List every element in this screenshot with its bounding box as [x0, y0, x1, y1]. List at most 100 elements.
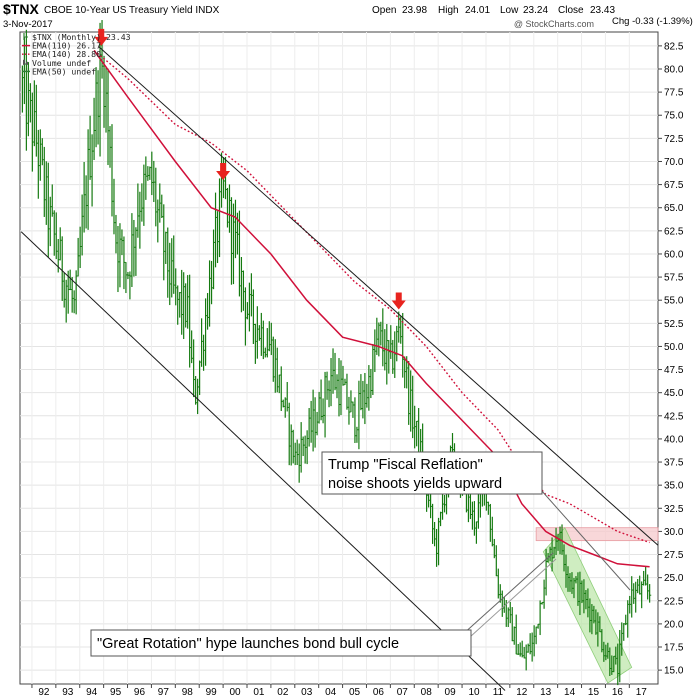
- y-tick-label: 55.0: [664, 296, 684, 307]
- rotation-pointer-line-b: [469, 558, 557, 638]
- x-tick-label: 17: [636, 687, 648, 698]
- x-tick-label: 15: [588, 687, 600, 698]
- fiscal-annotation-line2: noise shoots yields upward: [328, 476, 502, 492]
- channel-lower-line: [20, 231, 506, 691]
- high-label: High: [438, 5, 459, 16]
- legend-label: EMA(110) 26.17: [32, 41, 101, 51]
- y-tick-label: 65.0: [664, 203, 684, 214]
- ohlc-readout: Open 23.98 High 24.01 Low 23.24 Close 23…: [372, 5, 615, 16]
- fiscal-annotation-line1: Trump "Fiscal Reflation": [328, 457, 483, 473]
- x-tick-label: 04: [325, 687, 337, 698]
- low-label: Low: [500, 5, 519, 16]
- x-tick-label: 96: [134, 687, 146, 698]
- legend-label: EMA(140) 28.80: [32, 49, 101, 59]
- chart-date: 3-Nov-2017: [3, 19, 53, 30]
- y-tick-label: 70.0: [664, 157, 684, 168]
- rotation-annotation-text: "Great Rotation" hype launches bond bull…: [97, 636, 399, 652]
- y-tick-label: 47.5: [664, 365, 684, 376]
- grid-layer: [20, 32, 658, 684]
- chg-readout: Chg -0.33 (-1.39%): [612, 16, 693, 27]
- x-axis: 92 93 94 95 96 97 98 99 00 01 02 03 04 05 06 07 08 09 10 11…: [31, 684, 648, 698]
- y-tick-label: 77.5: [664, 88, 684, 99]
- legend-label: EMA(50) undef: [32, 66, 96, 76]
- y-tick-label: 80.0: [664, 64, 684, 75]
- ema-140-line: [93, 49, 650, 544]
- close-value: 23.43: [590, 5, 615, 16]
- x-tick-label: 93: [62, 687, 74, 698]
- y-tick-label: 17.5: [664, 643, 684, 654]
- down-arrow-marker: [391, 292, 406, 310]
- y-tick-label: 67.5: [664, 180, 684, 191]
- y-tick-label: 30.0: [664, 527, 684, 538]
- fiscal-pointer-line: [540, 489, 631, 591]
- y-tick-label: 20.0: [664, 619, 684, 630]
- y-tick-label: 15.0: [664, 666, 684, 677]
- legend-label: $TNX (Monthly) 23.43: [32, 32, 131, 42]
- chart-description: CBOE 10-Year US Treasury Yield INDX: [44, 5, 220, 16]
- x-tick-label: 12: [516, 687, 528, 698]
- x-tick-label: 97: [158, 687, 170, 698]
- down-arrow-marker: [94, 28, 109, 46]
- y-tick-label: 75.0: [664, 111, 684, 122]
- y-tick-label: 82.5: [664, 41, 684, 52]
- legend-swatch: [26, 61, 28, 65]
- y-tick-label: 35.0: [664, 481, 684, 492]
- y-axis: 82.5 80.0 77.5 75.0 72.5 70.0 67.5 65.0 62.5 60.0…: [658, 41, 684, 677]
- low-value: 23.24: [523, 5, 548, 16]
- y-tick-label: 27.5: [664, 550, 684, 561]
- plot-frame: [19, 31, 659, 685]
- x-tick-label: 01: [253, 687, 265, 698]
- x-tick-label: 09: [445, 687, 457, 698]
- y-tick-label: 40.0: [664, 434, 684, 445]
- marker-arrows: [94, 28, 406, 310]
- y-tick-label: 42.5: [664, 411, 684, 422]
- y-tick-label: 25.0: [664, 573, 684, 584]
- rotation-pointer-line: [461, 552, 554, 636]
- chart-symbol: $TNX: [3, 1, 39, 17]
- x-tick-label: 99: [206, 687, 218, 698]
- y-tick-label: 50.0: [664, 342, 684, 353]
- x-tick-label: 94: [86, 687, 98, 698]
- x-tick-label: 95: [110, 687, 122, 698]
- x-tick-label: 05: [349, 687, 361, 698]
- chg-label-2: Chg: [612, 16, 629, 27]
- x-tick-label: 06: [373, 687, 385, 698]
- legend-label: Volume undef: [32, 58, 91, 68]
- y-tick-label: 62.5: [664, 226, 684, 237]
- open-label: Open: [372, 5, 396, 16]
- y-tick-label: 45.0: [664, 388, 684, 399]
- x-tick-label: 07: [397, 687, 409, 698]
- rotation-annotation: "Great Rotation" hype launches bond bull…: [90, 629, 472, 657]
- open-value: 23.98: [402, 5, 427, 16]
- y-tick-label: 32.5: [664, 504, 684, 515]
- ema-110-line: [93, 50, 650, 568]
- down-arrow-marker: [216, 162, 231, 180]
- y-tick-label: 37.5: [664, 458, 684, 469]
- watermark: @ StockCharts.com: [514, 19, 594, 29]
- y-tick-label: 57.5: [664, 273, 684, 284]
- x-tick-label: 11: [493, 687, 504, 698]
- chg-value: -0.33 (-1.39%): [632, 16, 693, 27]
- x-tick-label: 00: [229, 687, 241, 698]
- high-value: 24.01: [465, 5, 490, 16]
- close-label: Close: [558, 5, 584, 16]
- legend-swatch: [23, 59, 25, 65]
- y-tick-label: 60.0: [664, 249, 684, 260]
- x-tick-label: 92: [38, 687, 50, 698]
- y-tick-label: 72.5: [664, 134, 684, 145]
- fiscal-annotation: Trump "Fiscal Reflation" noise shoots yi…: [321, 451, 543, 495]
- x-tick-label: 10: [468, 687, 480, 698]
- channel-upper-line: [98, 46, 659, 546]
- x-tick-label: 14: [564, 687, 576, 698]
- y-tick-label: 22.5: [664, 596, 684, 607]
- x-tick-label: 03: [301, 687, 313, 698]
- rotation-annotation-box: [90, 629, 472, 657]
- price-series: [21, 20, 652, 686]
- x-tick-label: 02: [277, 687, 289, 698]
- fiscal-annotation-box: [321, 451, 543, 495]
- x-tick-label: 13: [540, 687, 552, 698]
- x-tick-label: 98: [182, 687, 194, 698]
- y-tick-label: 52.5: [664, 319, 684, 330]
